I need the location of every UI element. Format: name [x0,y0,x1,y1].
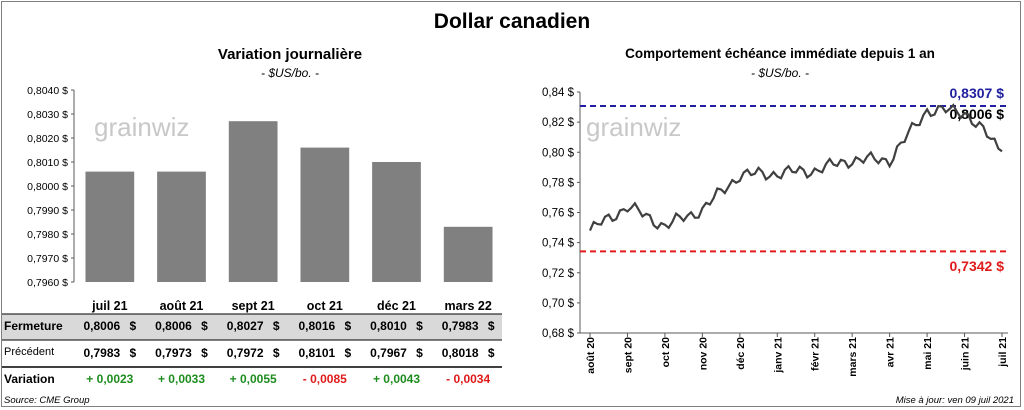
right-chart-title: Comportement échéance immédiate depuis 1… [625,46,935,61]
left-chart-title: Variation journalière [217,46,363,63]
left-y-tick-label: 0,7960 $ [27,277,68,289]
bar-category-label: juil 21 [91,299,127,313]
main-title: Dollar canadien [433,10,591,33]
right-x-tick-label: juil 21 [997,337,1009,368]
right-x-tick-label: mars 21 [847,337,859,377]
table-cell: + 0,0033 [157,372,206,386]
right-x-tick-label: mai 21 [922,337,934,370]
bar-category-label: sept 21 [232,299,275,313]
table-cell: 0,8006 $ [83,319,137,333]
left-y-tick-label: 0,7970 $ [27,253,68,265]
update-note: Mise à jour: ven 09 juil 2021 [895,395,1014,406]
table-cell: 0,7973 $ [155,346,208,360]
table-cell: 0,7967 $ [370,346,423,360]
left-chart-unit: - $US/bo. - [260,66,320,80]
right-y-tick-label: 0,70 $ [542,298,575,310]
right-y-tick-label: 0,82 $ [542,117,575,129]
right-watermark: grainwiz [586,112,681,142]
table-cell: 0,8027 $ [226,319,280,333]
low-value-label: 0,7342 $ [950,258,1005,274]
right-x-tick-label: sept 20 [622,337,634,373]
right-x-tick-label: juin 21 [960,337,972,371]
right-y-tick-label: 0,74 $ [542,238,575,250]
table-cell: 0,8018 $ [441,346,495,360]
table-cell: 0,7972 $ [226,346,280,360]
bar-category-label: déc 21 [377,299,416,313]
right-y-tick-label: 0,68 $ [542,328,575,340]
right-y-tick-label: 0,76 $ [542,208,575,220]
table-cell: + 0,0043 [372,372,421,386]
right-y-tick-label: 0,72 $ [542,268,575,280]
table-cell: 0,8016 $ [298,319,352,333]
last-value-label: 0,8006 $ [950,106,1005,122]
right-x-tick-label: févr 21 [810,337,822,371]
left-y-tick-label: 0,7980 $ [27,229,68,241]
high-value-label: 0,8307 $ [950,85,1005,101]
left-y-tick-label: 0,7990 $ [27,205,68,217]
left-y-tick-label: 0,8010 $ [27,157,68,169]
table-cell: - 0,0034 [446,372,491,386]
table-shade-row [2,314,502,340]
right-x-tick-label: avr 21 [885,337,897,368]
bar-category-label: oct 21 [307,299,343,313]
table-cell: + 0,0023 [86,372,134,386]
right-x-tick-label: août 20 [585,337,597,374]
table-cell: 0,7983 $ [83,346,137,360]
left-y-tick-label: 0,8000 $ [27,181,68,193]
source-note: Source: CME Group [4,395,90,406]
table-cell: + 0,0055 [229,372,277,386]
left-y-tick-label: 0,8030 $ [27,109,68,121]
right-chart-unit: - $US/bo. - [750,66,810,80]
left-watermark: grainwiz [94,112,189,142]
left-y-tick-label: 0,8040 $ [27,85,68,97]
bar [300,147,350,282]
left-y-tick-label: 0,8020 $ [27,133,68,145]
price-series-line [588,103,1003,232]
right-y-tick-label: 0,78 $ [542,177,575,189]
right-y-tick-label: 0,80 $ [542,147,575,159]
bar [157,171,206,282]
right-x-tick-label: oct 20 [660,337,672,368]
bar-category-label: août 21 [160,299,204,313]
right-y-tick-label: 0,84 $ [542,87,575,99]
table-row-label: Fermeture [4,319,63,333]
bar-category-label: mars 22 [445,299,492,313]
table-cell: 0,8101 $ [298,346,352,360]
bar [228,121,278,282]
table-cell: 0,8006 $ [155,319,208,333]
right-x-tick-label: janv 21 [772,337,784,374]
bar [85,171,135,282]
bar [372,162,421,282]
right-x-tick-label: déc 20 [735,337,747,370]
bar [443,226,493,282]
table-cell: 0,8010 $ [370,319,423,333]
right-x-tick-label: nov 20 [697,337,709,370]
table-cell: 0,7983 $ [441,319,495,333]
table-cell: - 0,0085 [302,372,347,386]
table-row-label: Précédent [4,346,55,358]
table-row-label: Variation [4,372,55,386]
